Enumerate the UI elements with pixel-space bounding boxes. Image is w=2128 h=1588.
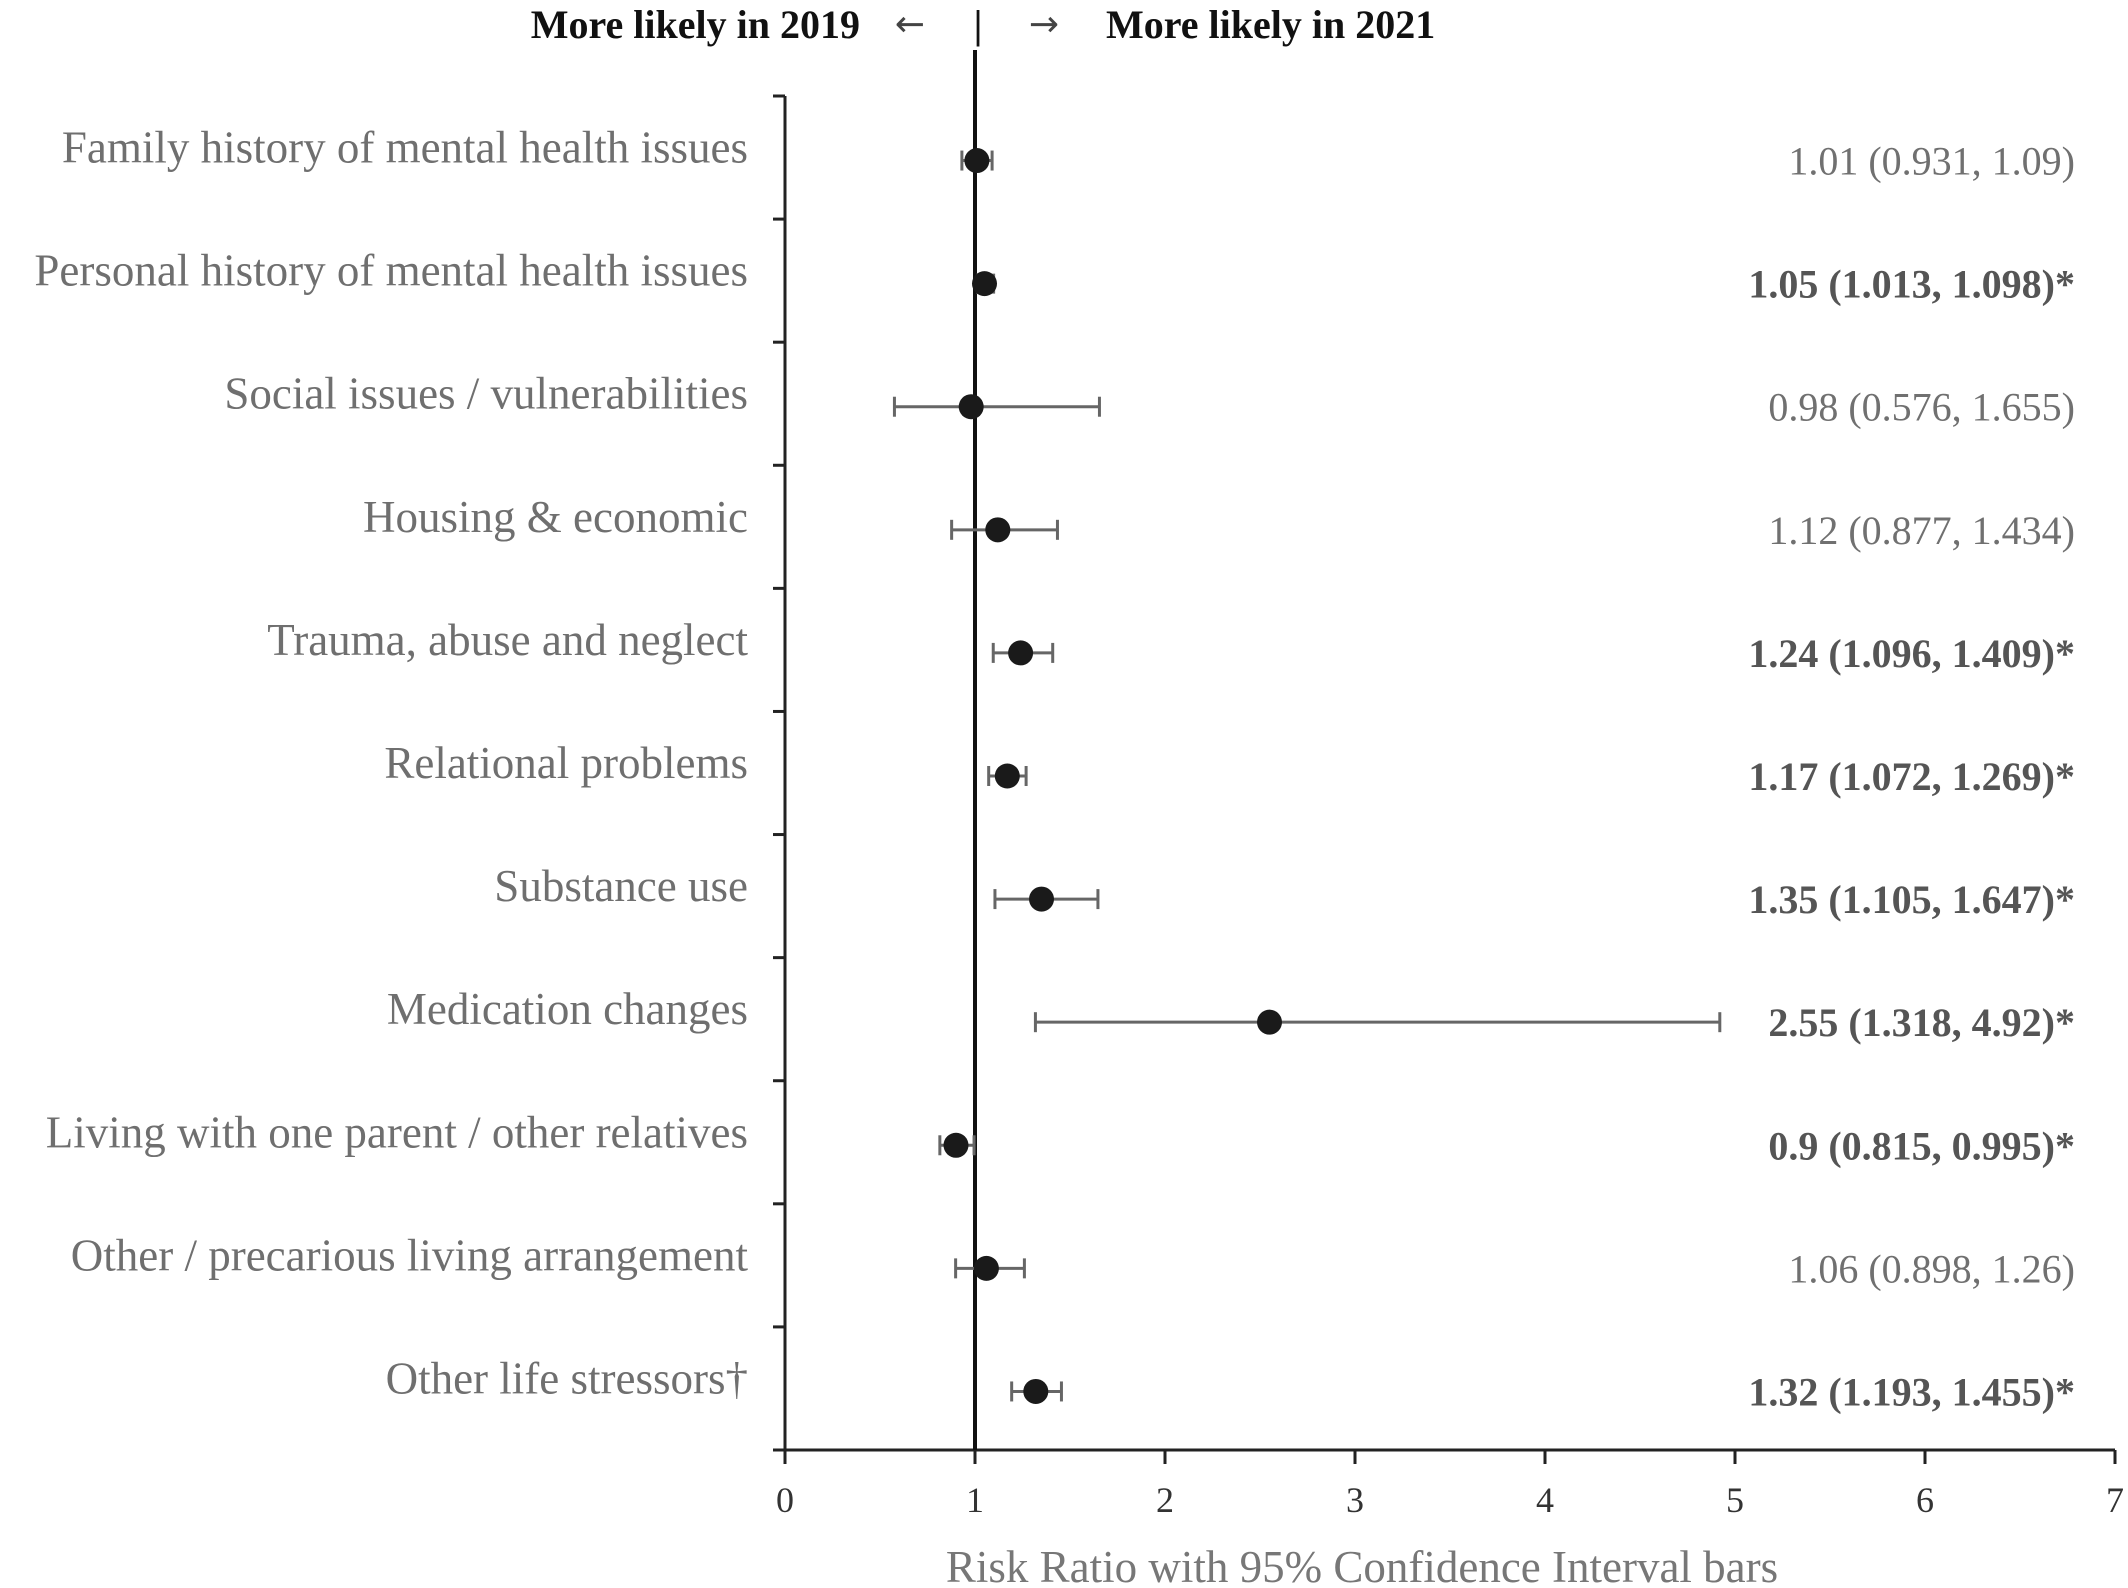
forest-row: Medication changes 2.55 (1.318, 4.92)*: [387, 984, 2075, 1045]
value-label: 1.06 (0.898, 1.26): [1788, 1246, 2075, 1291]
point-estimate: [1257, 1009, 1282, 1035]
value-label: 1.05 (1.013, 1.098)*: [1748, 262, 2075, 307]
forest-row: Living with one parent / other relatives…: [46, 1107, 2075, 1168]
header-divider: |: [974, 2, 983, 47]
point-estimate: [1029, 886, 1054, 912]
forest-row: Relational problems 1.17 (1.072, 1.269)*: [384, 738, 2075, 799]
category-label: Living with one parent / other relatives: [46, 1107, 748, 1157]
value-label: 1.17 (1.072, 1.269)*: [1748, 754, 2075, 799]
header-left-text: More likely in 2019: [531, 2, 860, 47]
x-axis-title: Risk Ratio with 95% Confidence Interval …: [946, 1542, 1778, 1588]
category-label: Relational problems: [384, 738, 748, 788]
x-tick-label: 0: [776, 1480, 794, 1520]
header-right-text: More likely in 2021: [1106, 2, 1435, 47]
value-label: 1.12 (0.877, 1.434): [1768, 508, 2075, 553]
point-estimate: [1008, 640, 1034, 666]
point-estimate: [973, 1255, 999, 1281]
category-label: Personal history of mental health issues: [34, 246, 748, 296]
right-arrow-icon: →: [1029, 4, 1059, 45]
category-label: Housing & economic: [363, 492, 748, 542]
value-label: 0.98 (0.576, 1.655): [1768, 385, 2075, 430]
forest-row: Trauma, abuse and neglect 1.24 (1.096, 1.…: [267, 615, 2075, 676]
forest-row: Housing & economic 1.12 (0.877, 1.434): [363, 492, 2075, 553]
axes: 0 1 2 3 4 5 6 7: [773, 50, 2124, 1520]
point-estimate: [1023, 1378, 1049, 1404]
forest-row: Other life stressors† 1.32 (1.193, 1.455)…: [386, 1353, 2075, 1414]
forest-row: Personal history of mental health issues…: [34, 246, 2075, 307]
value-label: 1.35 (1.105, 1.647)*: [1748, 877, 2075, 922]
x-tick-label: 1: [966, 1480, 984, 1520]
point-estimate: [972, 271, 997, 297]
forest-row: Social issues / vulnerabilities 0.98 (0.5…: [224, 369, 2075, 430]
x-tick-label: 2: [1156, 1480, 1174, 1520]
category-label: Social issues / vulnerabilities: [224, 369, 748, 419]
x-tick-label: 6: [1916, 1480, 1934, 1520]
value-label: 0.9 (0.815, 0.995)*: [1768, 1123, 2075, 1168]
point-estimate: [985, 517, 1011, 543]
category-label: Substance use: [494, 861, 748, 911]
forest-row: Substance use 1.35 (1.105, 1.647)*: [494, 861, 2075, 922]
left-arrow-icon: ←: [895, 4, 925, 45]
category-label: Other life stressors†: [386, 1353, 748, 1403]
value-label: 1.01 (0.931, 1.09): [1788, 139, 2075, 184]
value-label: 1.24 (1.096, 1.409)*: [1748, 631, 2075, 676]
data-rows: Family history of mental health issues 1.…: [34, 123, 2075, 1415]
x-tick-label: 7: [2106, 1480, 2124, 1520]
point-estimate: [964, 148, 990, 174]
value-label: 1.32 (1.193, 1.455)*: [1748, 1369, 2075, 1414]
point-estimate: [943, 1132, 969, 1158]
x-tick-label: 5: [1726, 1480, 1744, 1520]
category-label: Trauma, abuse and neglect: [267, 615, 748, 665]
point-estimate: [958, 394, 984, 420]
x-tick-label: 3: [1346, 1480, 1364, 1520]
chart-header: More likely in 2019 ← | → More likely in…: [531, 2, 1436, 47]
forest-row: Other / precarious living arrangement 1.0…: [71, 1230, 2075, 1291]
category-label: Other / precarious living arrangement: [71, 1230, 749, 1280]
value-label: 2.55 (1.318, 4.92)*: [1768, 1000, 2075, 1045]
category-label: Medication changes: [387, 984, 748, 1034]
point-estimate: [994, 763, 1020, 789]
forest-row: Family history of mental health issues 1.…: [62, 123, 2075, 184]
x-tick-label: 4: [1536, 1480, 1554, 1520]
category-label: Family history of mental health issues: [62, 123, 748, 173]
